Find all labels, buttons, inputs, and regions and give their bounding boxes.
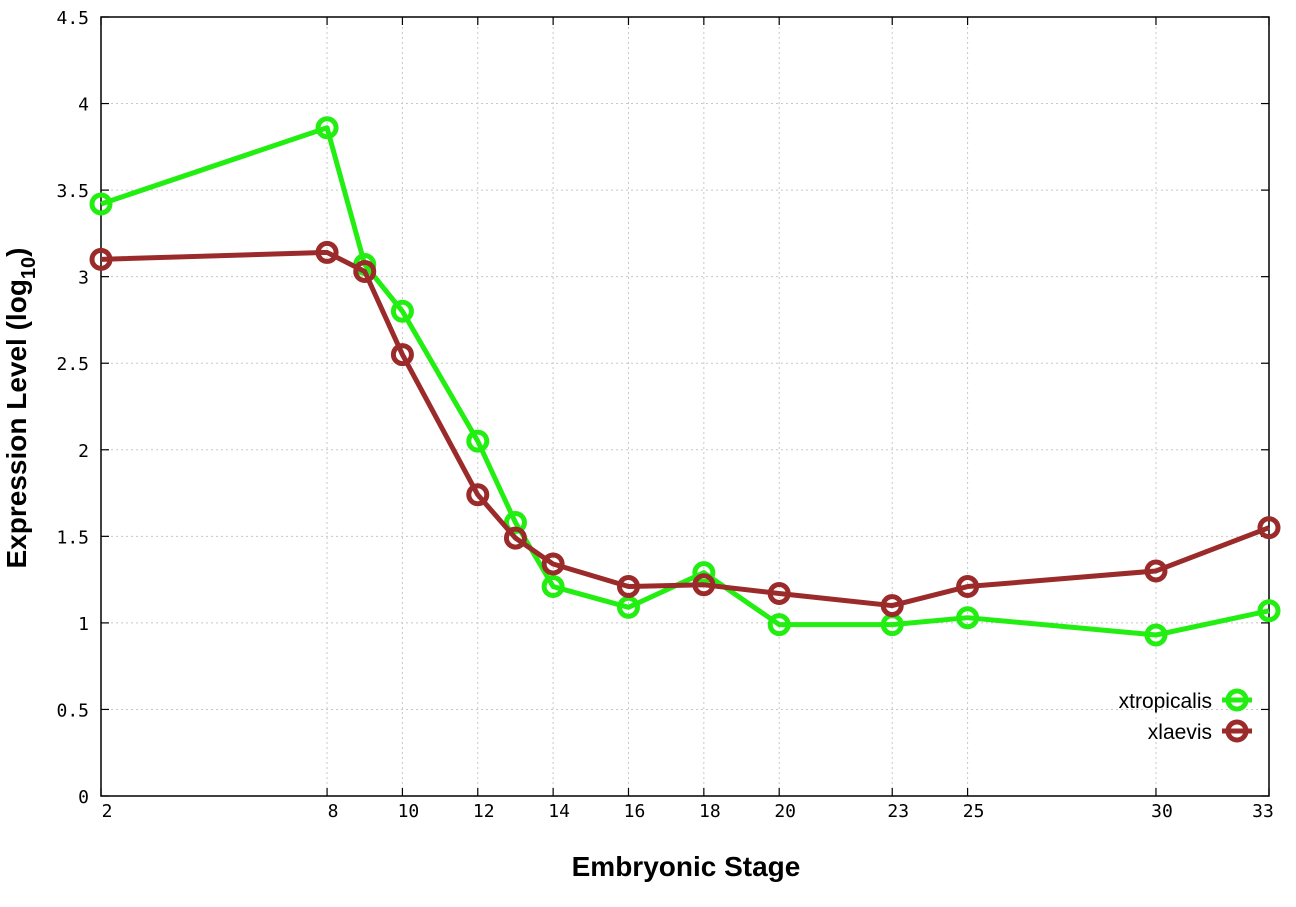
legend-marker-xlaevis	[1225, 719, 1249, 743]
legend: xtropicalis xlaevis	[1119, 688, 1252, 744]
series-line-xlaevis	[100, 249, 1270, 609]
y-tick-label: 4	[78, 95, 89, 116]
x-tick-label: 33	[1252, 801, 1274, 822]
x-tick-label: 20	[774, 801, 796, 822]
data-point-xlaevis	[466, 483, 490, 507]
legend-item-xlaevis: xlaevis	[1148, 719, 1252, 744]
data-point-xlaevis	[692, 573, 716, 597]
x-tick-label: 18	[699, 801, 721, 822]
plot-frame	[100, 16, 1270, 797]
legend-label-xlaevis: xlaevis	[1148, 721, 1212, 744]
data-point-xlaevis	[315, 240, 339, 264]
data-point-xtropicalis	[880, 613, 904, 637]
data-point-xlaevis	[390, 343, 414, 367]
y-tick-label: 0	[78, 787, 89, 808]
y-axis-title: Expression Level (log10)	[1, 248, 40, 569]
data-point-xtropicalis	[767, 613, 791, 637]
y-tick-label: 2.5	[56, 354, 89, 375]
series-layer	[89, 116, 1281, 647]
series-xtropicalis	[89, 116, 1281, 647]
legend-label-xtropicalis: xtropicalis	[1119, 690, 1212, 713]
data-point-xtropicalis	[616, 595, 640, 619]
x-tick-label: 14	[548, 801, 570, 822]
y-tick-label: 2	[78, 441, 89, 462]
x-tick-label: 8	[328, 801, 339, 822]
series-xlaevis	[89, 240, 1281, 618]
axis-ticks: 2 8 10 12 14 16 18 20 23 25 30 33 0 0.5 1 1.5 2 2.5 3 3.5 4 4…	[56, 8, 1273, 822]
x-tick-label: 2	[102, 801, 113, 822]
y-axis-title-subscript: 10	[18, 257, 40, 279]
data-point-xlaevis	[541, 552, 565, 576]
data-point-xlaevis	[89, 247, 113, 271]
data-point-xtropicalis	[315, 116, 339, 140]
data-point-xlaevis	[503, 526, 527, 550]
data-point-xtropicalis	[1144, 623, 1168, 647]
y-tick-label: 4.5	[56, 8, 89, 29]
y-tick-label: 1.5	[56, 527, 89, 548]
x-tick-label: 10	[398, 801, 420, 822]
grid-lines	[101, 17, 1269, 796]
data-point-xtropicalis	[466, 429, 490, 453]
x-tick-label: 12	[473, 801, 495, 822]
y-tick-label: 1	[78, 614, 89, 635]
x-tick-label: 30	[1151, 801, 1173, 822]
data-point-xtropicalis	[541, 575, 565, 599]
data-point-xlaevis	[956, 575, 980, 599]
series-line-xtropicalis	[100, 125, 1270, 638]
data-point-xlaevis	[353, 259, 377, 283]
x-tick-label: 16	[624, 801, 646, 822]
data-point-xlaevis	[1257, 516, 1281, 540]
y-axis-title-main: Expression Level (log	[1, 279, 32, 568]
legend-marker-xtropicalis	[1225, 688, 1249, 712]
y-tick-label: 3.5	[56, 181, 89, 202]
data-point-xtropicalis	[956, 606, 980, 630]
data-point-xtropicalis	[89, 192, 113, 216]
y-axis-title-close: )	[1, 248, 32, 257]
data-point-xlaevis	[880, 594, 904, 618]
data-point-xlaevis	[1144, 559, 1168, 583]
data-point-xtropicalis	[390, 299, 414, 323]
data-point-xlaevis	[767, 581, 791, 605]
data-point-xtropicalis	[692, 561, 716, 585]
x-axis-title: Embryonic Stage	[572, 851, 801, 882]
y-tick-label: 3	[78, 268, 89, 289]
data-point-xtropicalis	[1257, 599, 1281, 623]
x-tick-label: 25	[963, 801, 985, 822]
y-tick-label: 0.5	[56, 700, 89, 721]
x-tick-label: 23	[887, 801, 909, 822]
legend-item-xtropicalis: xtropicalis	[1119, 688, 1252, 713]
data-point-xlaevis	[616, 575, 640, 599]
